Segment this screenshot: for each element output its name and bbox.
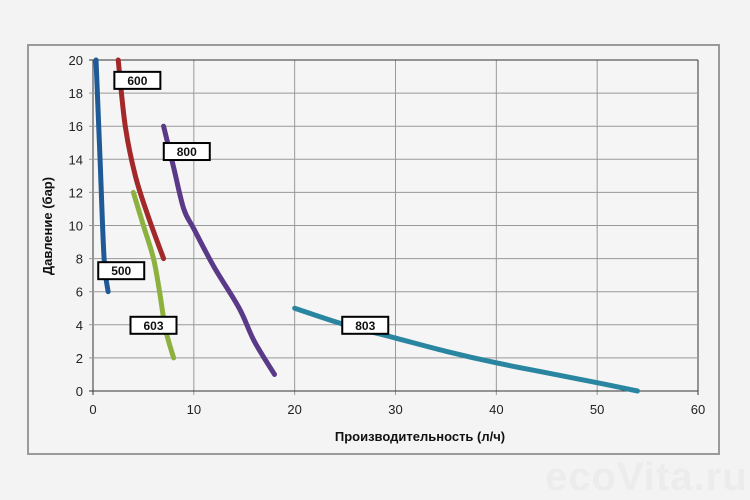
series-line-800 [161, 123, 277, 377]
x-tick-label: 40 [489, 402, 503, 417]
series-label-600: 600 [113, 70, 162, 90]
label-box [129, 315, 178, 335]
x-tick-label: 30 [388, 402, 402, 417]
series-label-800: 800 [162, 142, 211, 162]
x-tick-label: 20 [287, 402, 301, 417]
x-tick-label: 10 [187, 402, 201, 417]
watermark: ecoVita.ru [545, 455, 748, 499]
label-box [162, 142, 211, 162]
y-tick-label: 18 [69, 86, 83, 101]
series-line-603 [130, 189, 177, 361]
y-tick-label: 0 [76, 384, 83, 399]
label-text: 803 [355, 319, 375, 333]
y-tick-label: 20 [69, 53, 83, 68]
label-box [341, 315, 390, 335]
series-label-603: 603 [129, 315, 178, 335]
y-tick-label: 16 [69, 119, 83, 134]
y-tick-label: 14 [69, 152, 83, 167]
grid [89, 59, 699, 395]
label-text: 500 [111, 264, 131, 278]
series-labels: 500 600 800 603 803 [97, 70, 390, 335]
label-box [97, 261, 146, 281]
y-tick-label: 6 [76, 285, 83, 300]
x-tick-label: 50 [590, 402, 604, 417]
label-text: 800 [177, 145, 197, 159]
label-text: 600 [127, 74, 147, 88]
y-tick-label: 2 [76, 351, 83, 366]
series-label-500: 500 [97, 261, 146, 281]
y-tick-label: 12 [69, 185, 83, 200]
y-tick-label: 10 [69, 219, 83, 234]
x-tick-label: 60 [691, 402, 705, 417]
label-box [113, 70, 162, 90]
y-tick-label: 8 [76, 252, 83, 267]
series-label-803: 803 [341, 315, 390, 335]
y-axis-label: Давление (бар) [40, 177, 55, 275]
label-text: 603 [143, 319, 163, 333]
x-tick-label: 0 [89, 402, 96, 417]
y-tick-label: 4 [76, 318, 83, 333]
x-axis-label: Производительность (л/ч) [335, 429, 505, 444]
series-line-600 [115, 57, 167, 262]
